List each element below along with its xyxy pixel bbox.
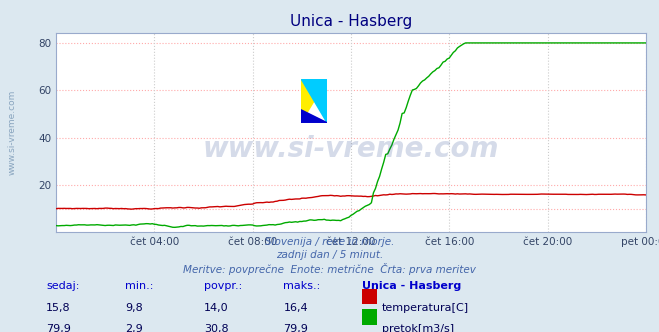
Text: 14,0: 14,0 xyxy=(204,303,229,313)
Text: sedaj:: sedaj: xyxy=(46,281,80,290)
Text: Unica - Hasberg: Unica - Hasberg xyxy=(362,281,462,290)
Text: 79,9: 79,9 xyxy=(46,324,71,332)
Text: zadnji dan / 5 minut.: zadnji dan / 5 minut. xyxy=(276,250,383,260)
Text: 9,8: 9,8 xyxy=(125,303,143,313)
Title: Unica - Hasberg: Unica - Hasberg xyxy=(290,14,412,29)
Text: temperatura[C]: temperatura[C] xyxy=(382,303,469,313)
Text: www.si-vreme.com: www.si-vreme.com xyxy=(7,90,16,176)
Text: Slovenija / reke in morje.: Slovenija / reke in morje. xyxy=(265,237,394,247)
Text: 79,9: 79,9 xyxy=(283,324,308,332)
Text: www.si-vreme.com: www.si-vreme.com xyxy=(203,135,499,163)
Text: pretok[m3/s]: pretok[m3/s] xyxy=(382,324,454,332)
Text: 30,8: 30,8 xyxy=(204,324,229,332)
Text: 15,8: 15,8 xyxy=(46,303,71,313)
Text: min.:: min.: xyxy=(125,281,154,290)
Text: povpr.:: povpr.: xyxy=(204,281,243,290)
Text: Meritve: povprečne  Enote: metrične  Črta: prva meritev: Meritve: povprečne Enote: metrične Črta:… xyxy=(183,263,476,275)
Text: 16,4: 16,4 xyxy=(283,303,308,313)
Text: 2,9: 2,9 xyxy=(125,324,143,332)
Text: maks.:: maks.: xyxy=(283,281,321,290)
